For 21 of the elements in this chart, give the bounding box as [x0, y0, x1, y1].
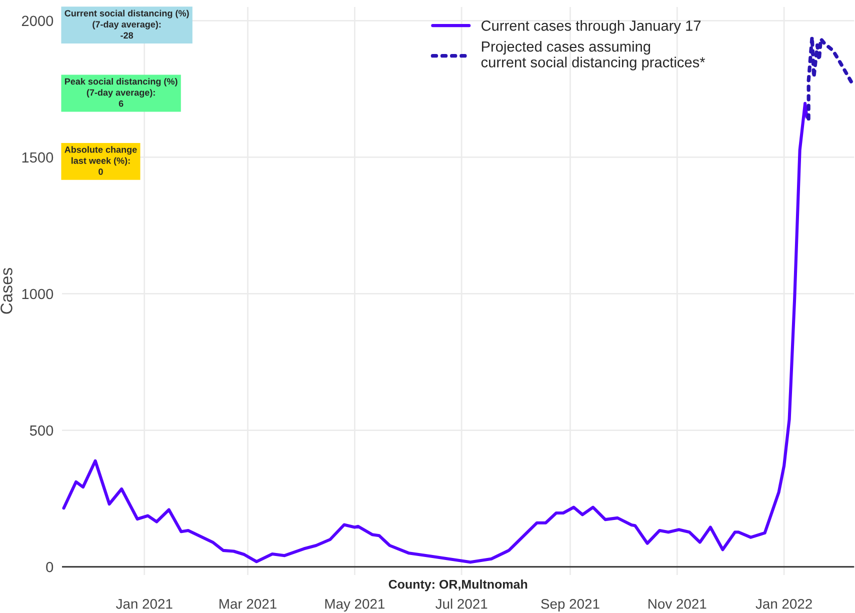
line-series — [62, 102, 808, 564]
y-tick-label: 2000 — [22, 16, 54, 26]
y-tick-label: 500 — [30, 425, 54, 436]
y-tick-label: 1500 — [22, 152, 54, 163]
y-tick-label: 1000 — [22, 288, 54, 300]
legend-label: Current cases through January 17 — [482, 20, 701, 34]
y-tick-label: 0 — [46, 562, 54, 572]
annotation: Peak social distancing (%) (7-day average): 6 — [64, 78, 178, 107]
x-tick-label: Sep 2021 — [541, 598, 600, 612]
x-tick-label: Jan 2021 — [116, 598, 172, 609]
x-tick-label: Mar 2021 — [220, 598, 276, 609]
x-tick-label: Nov 2021 — [648, 598, 706, 609]
x-axis-title: County: OR,Multnomah — [388, 580, 528, 592]
x-tick-label: Jul 2021 — [436, 598, 488, 609]
annotation: Absolute change last week (%): 0 — [64, 146, 137, 175]
line-series — [806, 35, 854, 120]
x-tick-label: Jan 2022 — [756, 598, 812, 609]
legend-label: Projected cases assuming current social distancing practices* — [481, 41, 706, 70]
annotation: Current social distancing (%) (7-day average): -28 — [64, 10, 189, 39]
y-axis-title: Cases — [0, 268, 12, 314]
x-tick-label: May 2021 — [325, 598, 384, 612]
